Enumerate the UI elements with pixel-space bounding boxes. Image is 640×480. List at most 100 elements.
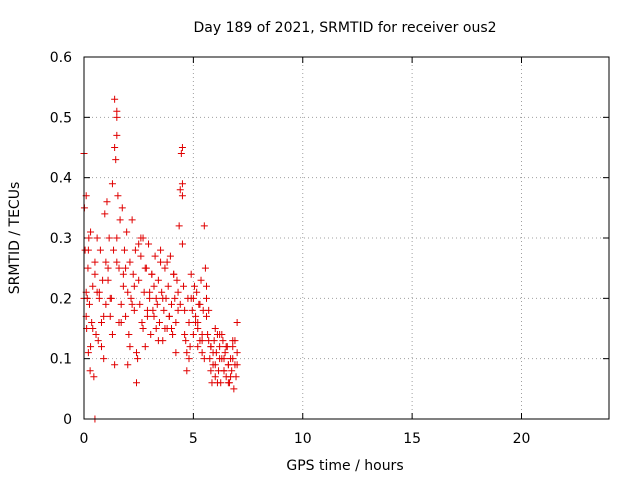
data-point	[155, 318, 163, 326]
data-point	[198, 331, 206, 339]
data-point	[106, 312, 114, 320]
data-point	[146, 294, 154, 302]
data-point	[161, 325, 169, 332]
data-point	[171, 294, 179, 302]
data-point	[207, 367, 215, 375]
data-point	[188, 306, 196, 314]
chart-title: Day 189 of 2021, SRMTID for receiver ous…	[193, 20, 496, 36]
data-point	[89, 325, 97, 332]
data-point	[129, 270, 137, 278]
x-tick-label: 10	[294, 431, 312, 447]
data-point	[178, 144, 186, 151]
data-point	[233, 361, 241, 369]
data-point	[130, 282, 138, 290]
data-point	[102, 258, 110, 266]
data-point	[229, 343, 237, 351]
data-point	[178, 192, 186, 200]
data-point	[224, 379, 232, 387]
data-point	[164, 282, 172, 290]
y-tick-label: 0.6	[50, 50, 72, 66]
x-tick-label: 5	[189, 431, 198, 447]
data-point	[150, 312, 158, 320]
data-point	[182, 337, 190, 345]
data-point	[233, 349, 241, 357]
data-point	[133, 349, 140, 357]
data-point	[170, 270, 178, 278]
data-point	[88, 318, 96, 326]
data-point	[113, 258, 121, 266]
data-points	[80, 95, 241, 423]
data-point	[106, 294, 114, 302]
data-point	[146, 288, 154, 296]
data-point	[185, 355, 193, 363]
data-point	[93, 288, 101, 296]
data-point	[200, 355, 208, 363]
data-point	[192, 312, 200, 320]
data-point	[117, 300, 125, 308]
data-point	[98, 318, 105, 326]
data-point	[176, 300, 184, 308]
data-point	[222, 343, 230, 351]
data-point	[112, 156, 120, 164]
data-point	[131, 246, 139, 254]
data-point	[211, 325, 219, 332]
data-point	[89, 282, 97, 290]
data-point	[181, 331, 189, 339]
data-point	[137, 234, 145, 242]
data-point	[130, 306, 138, 314]
data-point	[93, 234, 101, 242]
data-point	[115, 264, 123, 272]
data-point	[128, 216, 136, 224]
data-point	[152, 294, 160, 302]
data-point	[135, 240, 143, 248]
data-point	[111, 95, 119, 103]
data-point	[173, 276, 181, 284]
data-point	[143, 312, 151, 320]
data-point	[203, 282, 210, 290]
data-point	[141, 343, 149, 351]
data-point	[201, 264, 209, 272]
data-point	[90, 373, 98, 381]
data-point	[138, 318, 146, 326]
data-point	[168, 300, 175, 308]
data-point	[100, 355, 108, 363]
data-point	[98, 343, 105, 351]
y-tick-label: 0.2	[50, 291, 72, 307]
y-tick-labels: 0 0.1 0.2 0.3 0.4 0.5 0.6	[50, 50, 72, 428]
data-point	[211, 361, 219, 369]
data-point	[189, 294, 197, 302]
data-point	[86, 367, 94, 375]
grid	[84, 57, 609, 419]
x-tick-label: 15	[403, 431, 421, 447]
x-tick-label: 20	[513, 431, 531, 447]
data-point	[158, 288, 166, 296]
data-point	[194, 318, 202, 326]
data-point	[213, 379, 221, 387]
data-point	[211, 373, 219, 381]
data-point	[143, 306, 151, 314]
data-point	[108, 331, 116, 339]
data-point	[193, 288, 201, 296]
data-point	[128, 300, 136, 308]
data-point	[174, 288, 182, 296]
data-point	[96, 246, 104, 254]
data-point	[194, 325, 202, 332]
data-point	[220, 355, 228, 363]
data-point	[200, 222, 208, 230]
plot-frame	[83, 56, 610, 420]
y-tick-label: 0.4	[50, 171, 72, 187]
data-point	[84, 349, 92, 357]
data-point	[136, 300, 144, 308]
data-point	[166, 252, 174, 260]
data-point	[157, 258, 165, 266]
data-point	[183, 367, 191, 375]
data-point	[94, 337, 102, 345]
data-point	[183, 349, 191, 357]
y-tick-label: 0	[63, 412, 72, 428]
data-point	[177, 150, 185, 158]
data-point	[194, 343, 202, 351]
data-point	[108, 180, 116, 188]
data-point	[148, 270, 156, 278]
data-point	[111, 144, 119, 151]
